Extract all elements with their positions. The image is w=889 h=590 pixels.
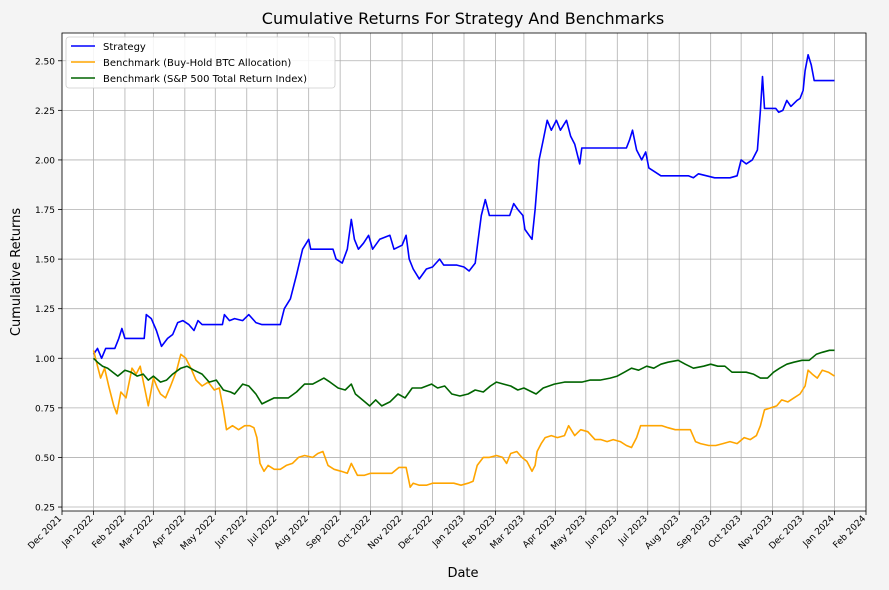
legend-label-strategy: Strategy <box>103 42 146 53</box>
x-tick-label: Jun 2022 <box>213 514 249 550</box>
x-axis-label: Date <box>447 566 478 581</box>
x-tick-label: Feb 2024 <box>832 514 869 551</box>
legend-box <box>65 36 336 89</box>
x-tick-label: Dec 2021 <box>27 514 65 552</box>
x-tick-label: Aug 2023 <box>644 514 682 552</box>
x-tick-label: Aug 2022 <box>273 514 311 552</box>
y-tick-label: 2.25 <box>35 107 55 117</box>
x-tick-label: Sep 2023 <box>676 514 713 551</box>
x-tick-label: Jun 2023 <box>583 514 619 550</box>
series-lines <box>92 53 835 489</box>
legend-label-btc: Benchmark (Buy-Hold BTC Allocation) <box>103 58 291 69</box>
sp500-benchmark-line <box>92 349 835 407</box>
strategy-line <box>92 53 835 360</box>
x-tick-label: Sep 2022 <box>305 514 342 551</box>
legend: Strategy Benchmark (Buy-Hold BTC Allocat… <box>65 36 336 89</box>
y-tick-label: 0.50 <box>35 454 55 464</box>
y-tick-label: 0.25 <box>35 504 55 514</box>
grid <box>61 33 867 511</box>
y-axis: 0.25 0.50 0.75 1.00 1.25 1.50 1.75 2.00 2.25 2.50 <box>35 57 62 514</box>
y-tick-label: 1.25 <box>35 305 55 315</box>
chart-title: Cumulative Returns For Strategy And Benc… <box>262 9 664 28</box>
y-tick-label: 1.75 <box>35 206 55 216</box>
y-tick-label: 0.75 <box>35 404 55 414</box>
y-tick-label: 1.00 <box>35 355 55 365</box>
y-axis-label: Cumulative Returns <box>9 208 24 336</box>
y-tick-label: 1.50 <box>35 256 55 266</box>
y-tick-label: 2.00 <box>35 156 55 166</box>
y-tick-label: 2.50 <box>35 57 55 67</box>
btc-benchmark-line <box>92 350 835 489</box>
legend-label-sp500: Benchmark (S&P 500 Total Return Index) <box>103 74 307 85</box>
